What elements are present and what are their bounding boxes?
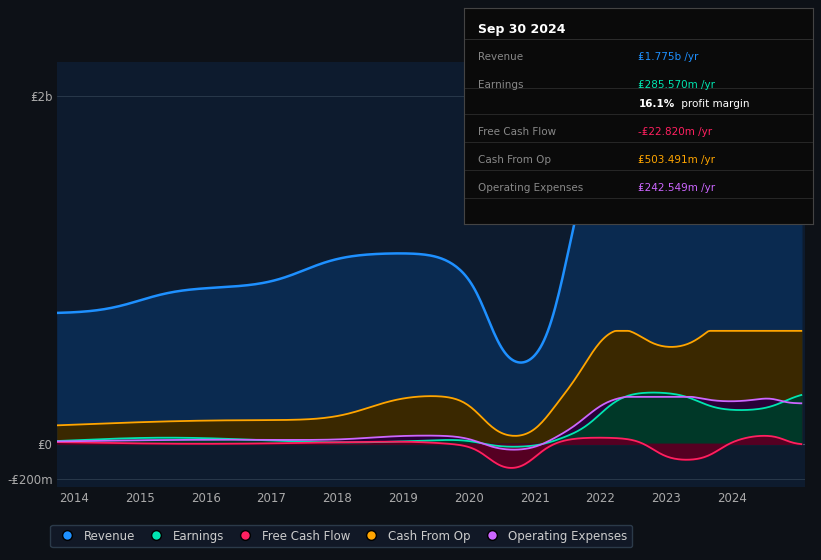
- Text: ₤1.775b /yr: ₤1.775b /yr: [639, 52, 699, 62]
- Text: 16.1%: 16.1%: [639, 99, 675, 109]
- Text: Cash From Op: Cash From Op: [478, 155, 551, 165]
- Text: -₤22.820m /yr: -₤22.820m /yr: [639, 127, 713, 137]
- Text: Earnings: Earnings: [478, 80, 523, 90]
- Legend: Revenue, Earnings, Free Cash Flow, Cash From Op, Operating Expenses: Revenue, Earnings, Free Cash Flow, Cash …: [50, 525, 632, 547]
- Text: Free Cash Flow: Free Cash Flow: [478, 127, 556, 137]
- Text: Sep 30 2024: Sep 30 2024: [478, 24, 566, 36]
- Text: Operating Expenses: Operating Expenses: [478, 183, 583, 193]
- Text: profit margin: profit margin: [678, 99, 750, 109]
- Text: ₤242.549m /yr: ₤242.549m /yr: [639, 183, 715, 193]
- Text: ₤503.491m /yr: ₤503.491m /yr: [639, 155, 715, 165]
- Text: ₤285.570m /yr: ₤285.570m /yr: [639, 80, 715, 90]
- Text: Revenue: Revenue: [478, 52, 523, 62]
